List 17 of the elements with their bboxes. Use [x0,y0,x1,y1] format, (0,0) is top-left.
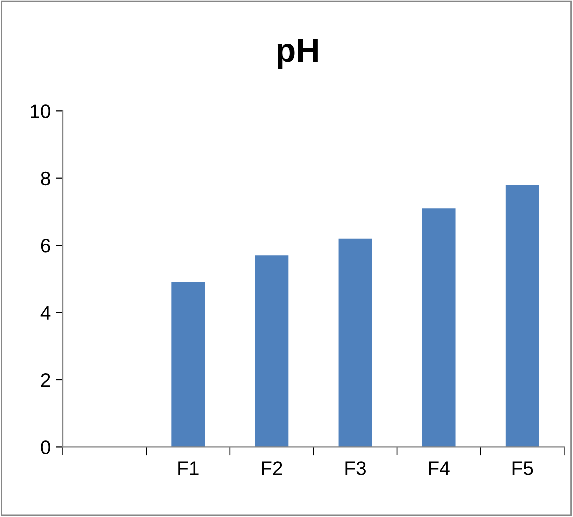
y-tick-label: 4 [40,306,51,320]
bar [338,238,372,448]
bar [422,208,456,448]
x-tick-label: F5 [512,462,534,476]
y-tick-label: 10 [31,104,50,118]
x-tick-label: F2 [262,462,282,476]
y-tick-label: 2 [41,373,50,388]
chart-title: pH [278,39,318,69]
x-tick-label: F4 [429,462,450,476]
bar [172,282,206,448]
y-tick-label: 6 [41,239,50,253]
y-tick-label: 0 [41,440,50,454]
bar [506,185,540,448]
bar [255,256,289,448]
x-tick-label: F1 [178,462,199,476]
y-tick-label: 8 [41,172,50,186]
x-tick-label: F3 [346,462,366,476]
